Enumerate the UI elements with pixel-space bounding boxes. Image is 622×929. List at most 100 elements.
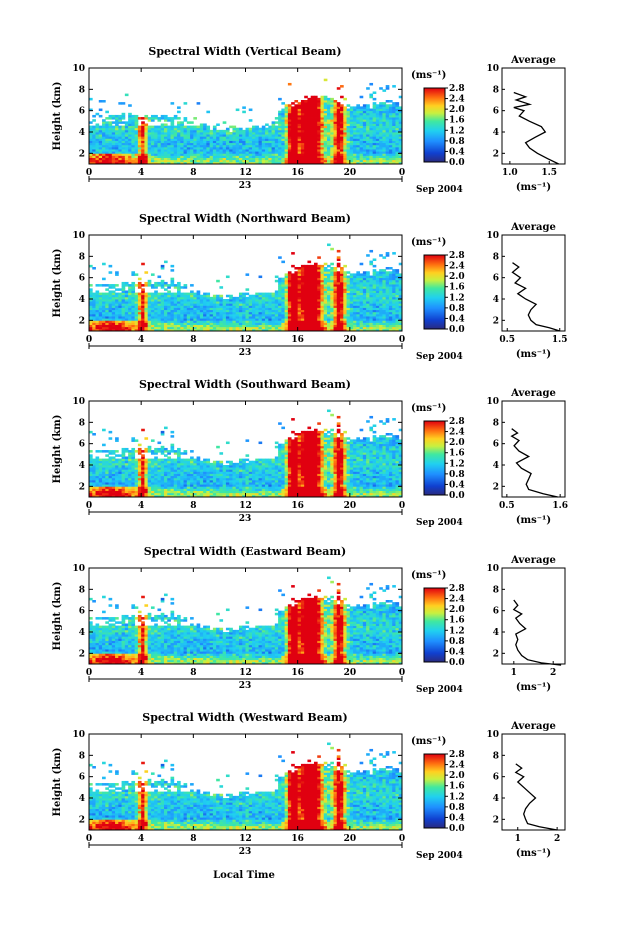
heatmap-cell bbox=[124, 161, 129, 165]
heatmap-cell bbox=[111, 305, 116, 308]
heatmap-cell bbox=[320, 328, 325, 332]
heatmap-cell bbox=[212, 138, 217, 141]
heatmap-cell bbox=[167, 309, 171, 313]
heatmap-cell bbox=[366, 106, 370, 109]
heatmap-cell bbox=[222, 155, 227, 158]
heatmap-cell bbox=[89, 465, 93, 468]
heatmap-cell bbox=[118, 301, 122, 304]
heatmap-cell bbox=[190, 320, 194, 323]
heatmap-cell bbox=[186, 159, 191, 163]
heatmap-cell bbox=[177, 290, 181, 293]
heatmap-cell bbox=[128, 136, 132, 139]
heatmap-cell bbox=[353, 313, 357, 317]
heatmap-cell bbox=[124, 316, 129, 319]
heatmap-cell bbox=[238, 129, 243, 133]
heatmap-cell bbox=[248, 144, 253, 148]
heatmap-cell bbox=[160, 324, 165, 328]
heatmap-cell bbox=[199, 151, 204, 154]
heatmap-cell bbox=[180, 134, 184, 137]
heatmap-cell bbox=[154, 281, 158, 285]
heatmap-cell bbox=[366, 104, 370, 107]
heatmap-cell bbox=[225, 305, 230, 308]
heatmap-cell bbox=[323, 110, 328, 114]
heatmap-cell bbox=[379, 104, 383, 107]
heatmap-cell bbox=[281, 318, 286, 321]
heatmap-cell bbox=[131, 134, 136, 137]
heatmap-cell bbox=[340, 307, 344, 311]
heatmap-cell bbox=[359, 108, 364, 112]
heatmap-cell bbox=[261, 136, 266, 139]
heatmap-cell bbox=[222, 142, 227, 146]
heatmap-cell bbox=[320, 264, 325, 268]
heatmap-cell bbox=[356, 121, 361, 124]
heatmap-cell bbox=[124, 281, 129, 285]
heatmap-cell bbox=[121, 447, 126, 451]
heatmap-cell bbox=[242, 318, 246, 321]
heatmap-cell bbox=[372, 123, 377, 126]
heatmap-cell bbox=[284, 136, 289, 139]
heatmap-cell bbox=[291, 106, 295, 109]
heatmap-cell bbox=[196, 320, 201, 323]
heatmap-cell bbox=[248, 129, 253, 133]
heatmap-cell bbox=[128, 112, 132, 116]
heatmap-cell bbox=[385, 277, 390, 281]
heatmap-cell bbox=[343, 311, 347, 315]
heatmap-cell bbox=[313, 106, 318, 109]
heatmap-cell bbox=[333, 155, 338, 158]
heatmap-cell bbox=[144, 299, 149, 302]
heatmap-cell bbox=[372, 159, 377, 163]
heatmap-cell bbox=[222, 129, 227, 133]
heatmap-cell bbox=[346, 114, 351, 118]
heatmap-cell bbox=[193, 129, 197, 133]
heatmap-cell bbox=[141, 157, 145, 161]
heatmap-cell bbox=[160, 305, 165, 308]
heatmap-cell bbox=[330, 296, 334, 300]
heatmap-cell bbox=[304, 121, 308, 124]
heatmap-cell bbox=[313, 318, 318, 321]
heatmap-cell bbox=[183, 132, 188, 135]
heatmap-cell bbox=[320, 273, 325, 276]
heatmap-cell bbox=[287, 271, 292, 274]
heatmap-cell bbox=[330, 286, 334, 289]
heatmap-cell bbox=[281, 125, 286, 129]
heatmap-cell bbox=[297, 322, 302, 325]
heatmap-cell bbox=[369, 138, 374, 141]
heatmap-cell bbox=[216, 279, 220, 283]
heatmap-cell bbox=[375, 146, 380, 150]
heatmap-cell bbox=[238, 144, 243, 148]
heatmap-cell bbox=[121, 484, 126, 487]
heatmap-cell bbox=[375, 104, 380, 107]
heatmap-cell bbox=[108, 117, 113, 120]
heatmap-cell bbox=[98, 484, 103, 487]
heatmap-cell bbox=[356, 303, 361, 306]
heatmap-cell bbox=[186, 303, 191, 306]
heatmap-cell bbox=[375, 119, 380, 122]
heatmap-cell bbox=[340, 125, 344, 129]
heatmap-cell bbox=[252, 322, 256, 325]
heatmap-cell bbox=[281, 328, 286, 332]
heatmap-cell bbox=[167, 307, 171, 311]
heatmap-cell bbox=[160, 294, 165, 298]
heatmap-cell bbox=[317, 290, 321, 293]
heatmap-cell bbox=[147, 328, 152, 332]
heatmap-cell bbox=[336, 151, 341, 154]
heatmap-cell bbox=[398, 127, 403, 131]
heatmap-cell bbox=[261, 144, 266, 148]
heatmap-cell bbox=[235, 157, 240, 161]
heatmap-cell bbox=[89, 469, 93, 472]
heatmap-cell bbox=[310, 153, 315, 156]
heatmap-cell bbox=[118, 488, 122, 491]
heatmap-cell bbox=[170, 140, 175, 144]
heatmap-cell bbox=[336, 311, 341, 315]
heatmap-cell bbox=[265, 294, 269, 298]
heatmap-cell bbox=[313, 292, 318, 296]
heatmap-cell bbox=[118, 471, 122, 474]
heatmap-cell bbox=[173, 129, 178, 133]
heatmap-cell bbox=[108, 127, 113, 131]
heatmap-cell bbox=[177, 301, 181, 304]
heatmap-cell bbox=[388, 316, 393, 319]
heatmap-cell bbox=[242, 110, 246, 114]
heatmap-cell bbox=[307, 129, 312, 133]
heatmap-cell bbox=[261, 296, 266, 300]
